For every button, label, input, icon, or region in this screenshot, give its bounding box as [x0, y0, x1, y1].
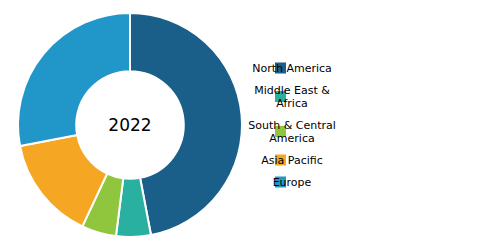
svg-text:Middle East &Africa: Middle East &Africa — [254, 84, 330, 110]
svg-text:Asia Pacific: Asia Pacific — [261, 154, 323, 167]
svg-text:North America: North America — [252, 62, 332, 75]
svg-text:South & CentralAmerica: South & CentralAmerica — [248, 119, 336, 145]
svg-text:2022: 2022 — [108, 115, 151, 135]
svg-text:Europe: Europe — [273, 176, 312, 189]
